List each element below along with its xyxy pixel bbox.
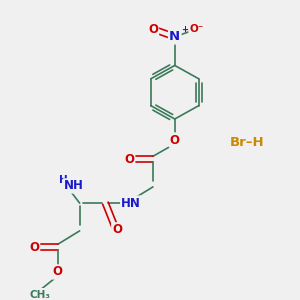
- Text: O: O: [53, 266, 63, 278]
- Text: O: O: [112, 224, 122, 236]
- Text: O: O: [148, 22, 158, 36]
- Text: N: N: [169, 30, 180, 43]
- Text: HN: HN: [121, 196, 141, 210]
- Text: H: H: [59, 175, 68, 185]
- Text: O: O: [124, 153, 134, 166]
- Text: O: O: [170, 134, 180, 146]
- Text: Br–H: Br–H: [230, 136, 264, 149]
- Text: O: O: [29, 241, 39, 254]
- Text: +: +: [181, 25, 188, 34]
- Text: O⁻: O⁻: [189, 24, 204, 34]
- Text: NH: NH: [64, 179, 84, 192]
- Text: CH₃: CH₃: [29, 290, 50, 300]
